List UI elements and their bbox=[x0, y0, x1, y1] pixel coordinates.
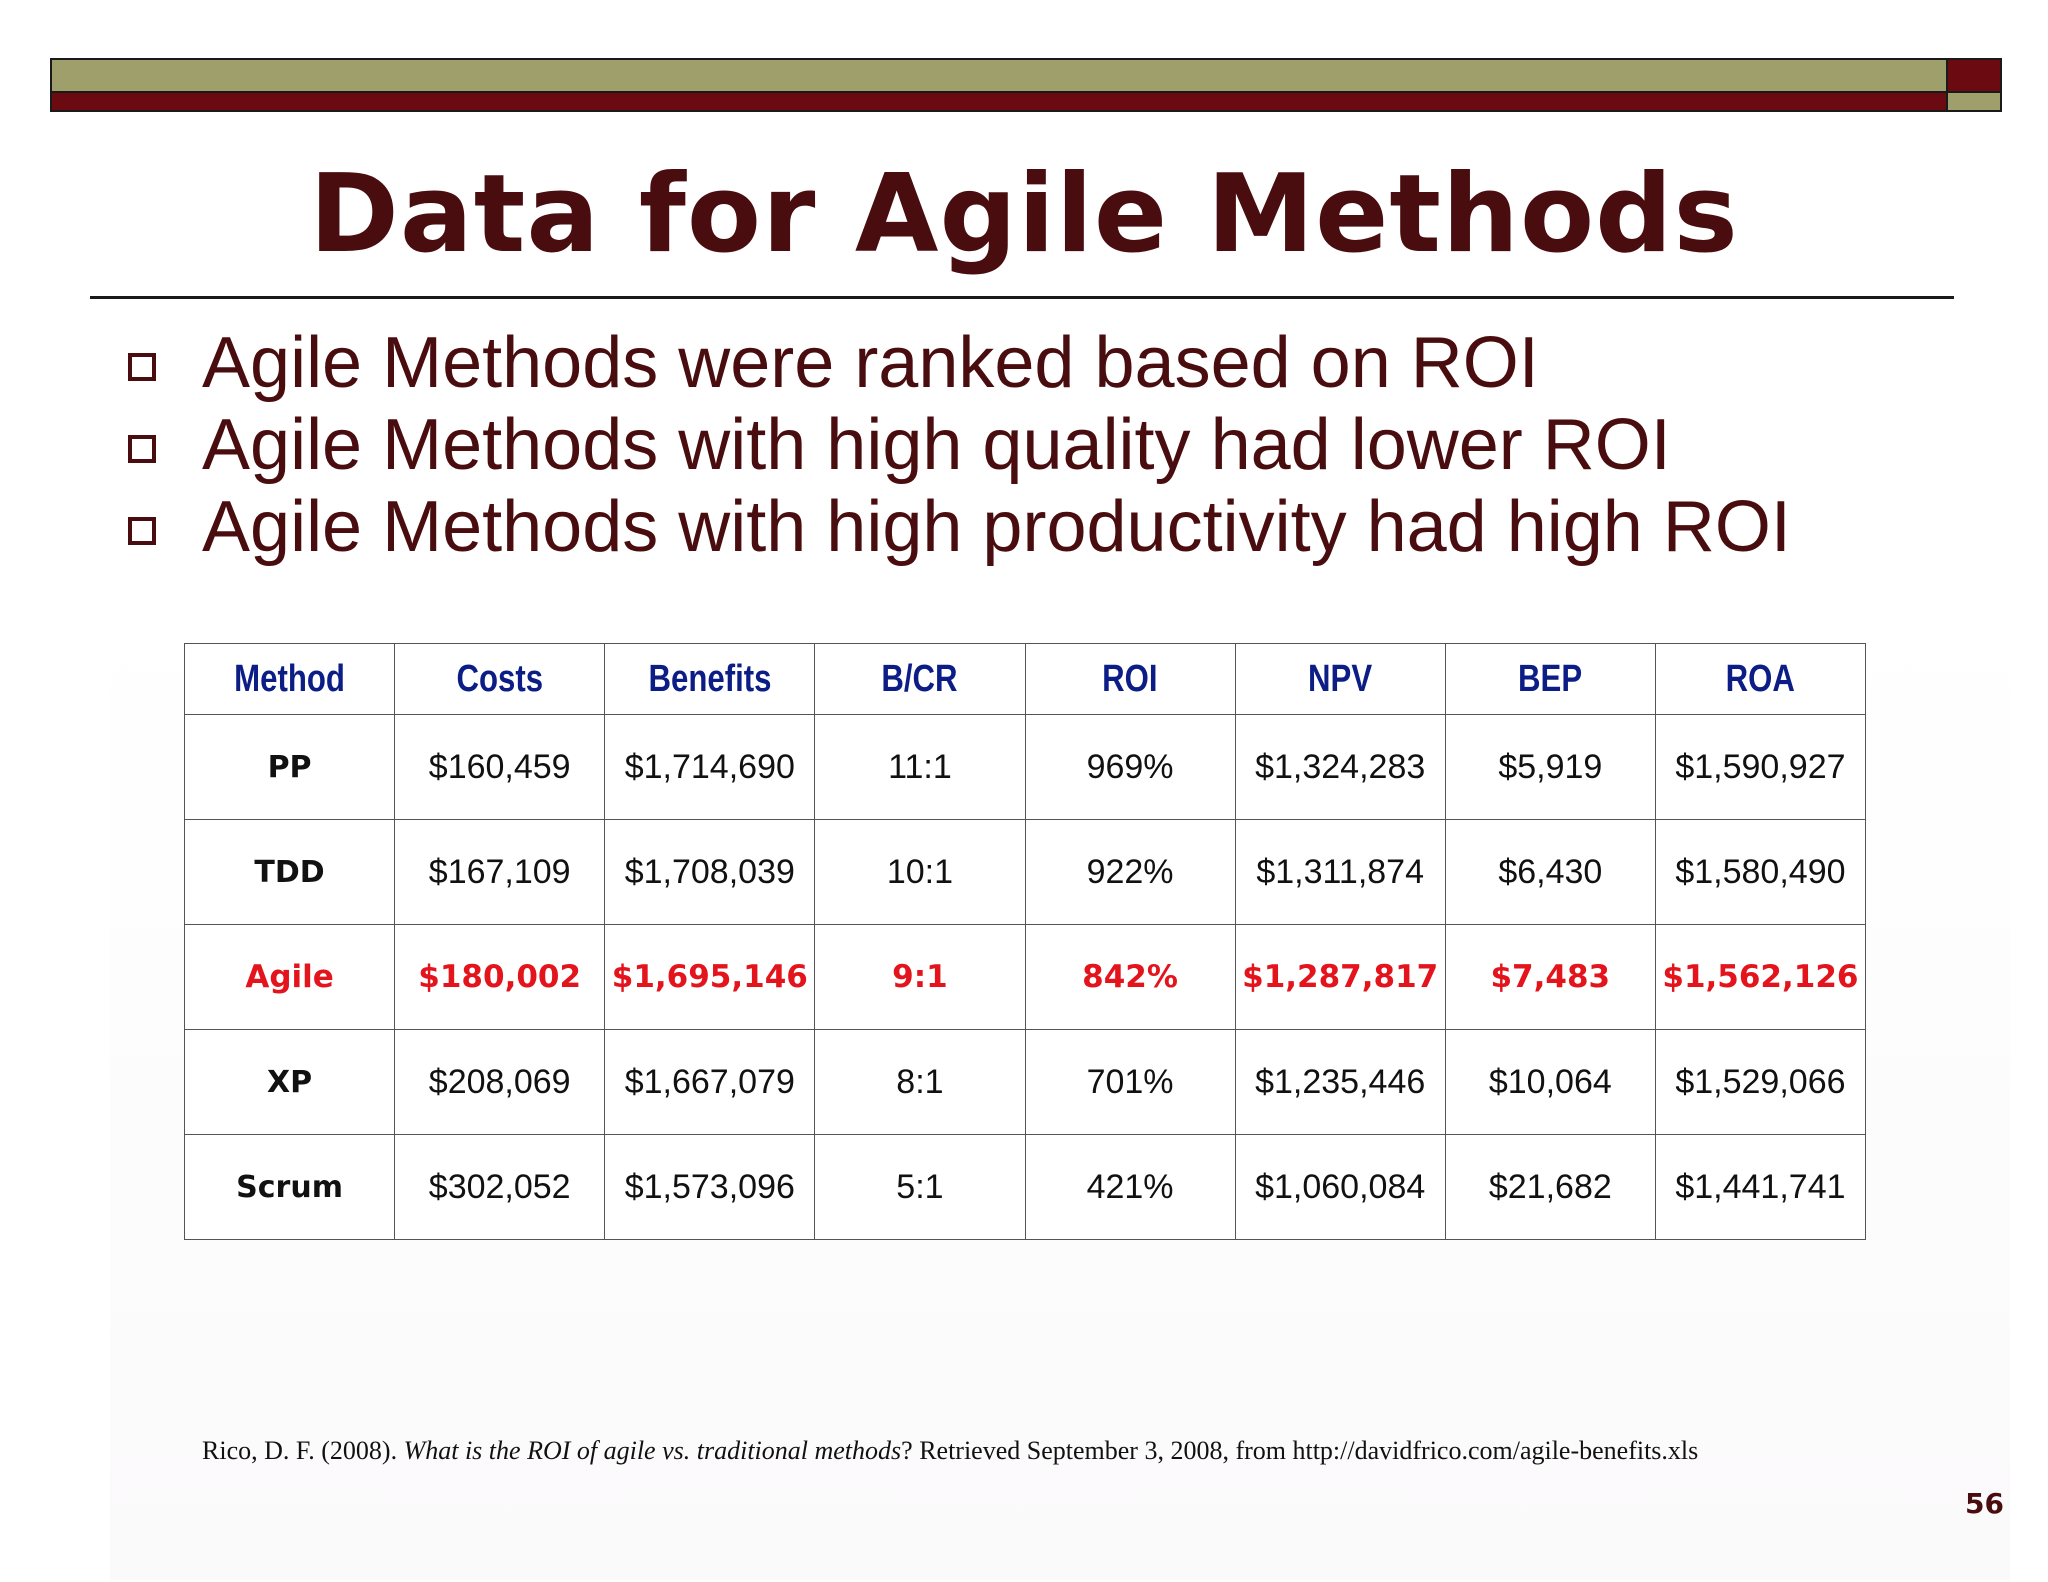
title-divider bbox=[90, 296, 1954, 299]
cell-method: XP bbox=[183, 1029, 396, 1135]
hollow-square-bullet-icon bbox=[128, 435, 156, 463]
cell-bcr: 5:1 bbox=[814, 1134, 1026, 1240]
table-row: XP $208,069 $1,667,079 8:1 701% $1,235,4… bbox=[183, 1029, 1867, 1135]
top-bar-olive-stripe bbox=[52, 60, 1948, 93]
cell-bcr: 8:1 bbox=[814, 1029, 1026, 1135]
citation: Rico, D. F. (2008). What is the ROI of a… bbox=[202, 1436, 1902, 1466]
cell-method: PP bbox=[183, 714, 396, 820]
cell-npv: $1,311,874 bbox=[1234, 819, 1446, 925]
table-header-row: Method Costs Benefits B/CR ROI NPV BEP R… bbox=[183, 643, 1867, 715]
top-bar-maroon-stripe bbox=[52, 93, 1948, 110]
cell-bcr: 11:1 bbox=[814, 714, 1026, 820]
citation-prefix: Rico, D. F. (2008). bbox=[202, 1436, 404, 1465]
cell-roa: $1,562,126 bbox=[1654, 924, 1867, 1030]
cell-bep: $21,682 bbox=[1444, 1134, 1656, 1240]
bullet-item: Agile Methods were ranked based on ROI bbox=[128, 322, 1791, 404]
cell-roa: $1,529,066 bbox=[1654, 1029, 1867, 1135]
bullet-text: Agile Methods were ranked based on ROI bbox=[202, 323, 1539, 403]
header-bcr: B/CR bbox=[814, 643, 1026, 715]
header-npv: NPV bbox=[1234, 643, 1446, 715]
top-bar-corner-olive-square bbox=[1948, 93, 2000, 110]
top-bar-corner-maroon-square bbox=[1948, 60, 2000, 93]
cell-method: Agile bbox=[183, 924, 396, 1030]
cell-roa: $1,441,741 bbox=[1654, 1134, 1867, 1240]
bullet-list: Agile Methods were ranked based on ROI A… bbox=[128, 322, 1791, 568]
cell-roi: 701% bbox=[1024, 1029, 1236, 1135]
cell-npv: $1,287,817 bbox=[1234, 924, 1446, 1030]
cell-roi: 922% bbox=[1024, 819, 1236, 925]
page-number: 56 bbox=[1965, 1487, 2004, 1520]
header-bep: BEP bbox=[1444, 643, 1656, 715]
cell-npv: $1,060,084 bbox=[1234, 1134, 1446, 1240]
cell-bep: $6,430 bbox=[1444, 819, 1656, 925]
hollow-square-bullet-icon bbox=[128, 353, 156, 381]
cell-npv: $1,235,446 bbox=[1234, 1029, 1446, 1135]
top-decorative-bar bbox=[50, 58, 2002, 112]
cell-costs: $208,069 bbox=[394, 1029, 606, 1135]
slide-title: Data for Agile Methods bbox=[309, 152, 1739, 277]
cell-benefits: $1,714,690 bbox=[604, 714, 816, 820]
cell-method: Scrum bbox=[183, 1134, 396, 1240]
cell-roi: 842% bbox=[1024, 924, 1236, 1030]
bullet-text: Agile Methods with high quality had lowe… bbox=[202, 405, 1671, 485]
table-row-highlighted: Agile $180,002 $1,695,146 9:1 842% $1,28… bbox=[183, 924, 1867, 1030]
roi-table: Method Costs Benefits B/CR ROI NPV BEP R… bbox=[183, 643, 1867, 1240]
header-roi: ROI bbox=[1024, 643, 1236, 715]
bullet-item: Agile Methods with high productivity had… bbox=[128, 486, 1791, 568]
cell-roi: 421% bbox=[1024, 1134, 1236, 1240]
cell-roa: $1,580,490 bbox=[1654, 819, 1867, 925]
cell-costs: $302,052 bbox=[394, 1134, 606, 1240]
bullet-text: Agile Methods with high productivity had… bbox=[202, 487, 1791, 567]
header-costs: Costs bbox=[394, 643, 606, 715]
cell-bcr: 9:1 bbox=[814, 924, 1026, 1030]
header-method: Method bbox=[183, 643, 396, 715]
cell-method: TDD bbox=[183, 819, 396, 925]
cell-bep: $5,919 bbox=[1444, 714, 1656, 820]
cell-npv: $1,324,283 bbox=[1234, 714, 1446, 820]
cell-bcr: 10:1 bbox=[814, 819, 1026, 925]
cell-benefits: $1,573,096 bbox=[604, 1134, 816, 1240]
hollow-square-bullet-icon bbox=[128, 517, 156, 545]
cell-roi: 969% bbox=[1024, 714, 1236, 820]
cell-costs: $160,459 bbox=[394, 714, 606, 820]
cell-benefits: $1,667,079 bbox=[604, 1029, 816, 1135]
cell-benefits: $1,708,039 bbox=[604, 819, 816, 925]
bullet-item: Agile Methods with high quality had lowe… bbox=[128, 404, 1791, 486]
cell-bep: $10,064 bbox=[1444, 1029, 1656, 1135]
cell-costs: $180,002 bbox=[394, 924, 606, 1030]
cell-costs: $167,109 bbox=[394, 819, 606, 925]
citation-suffix: ? Retrieved September 3, 2008, from http… bbox=[901, 1436, 1699, 1465]
cell-bep: $7,483 bbox=[1444, 924, 1656, 1030]
table-row: Scrum $302,052 $1,573,096 5:1 421% $1,06… bbox=[183, 1134, 1867, 1240]
header-roa: ROA bbox=[1654, 643, 1867, 715]
table-row: TDD $167,109 $1,708,039 10:1 922% $1,311… bbox=[183, 819, 1867, 925]
cell-benefits: $1,695,146 bbox=[604, 924, 816, 1030]
cell-roa: $1,590,927 bbox=[1654, 714, 1867, 820]
table-row: PP $160,459 $1,714,690 11:1 969% $1,324,… bbox=[183, 714, 1867, 820]
header-benefits: Benefits bbox=[604, 643, 816, 715]
citation-title: What is the ROI of agile vs. traditional… bbox=[403, 1436, 902, 1465]
